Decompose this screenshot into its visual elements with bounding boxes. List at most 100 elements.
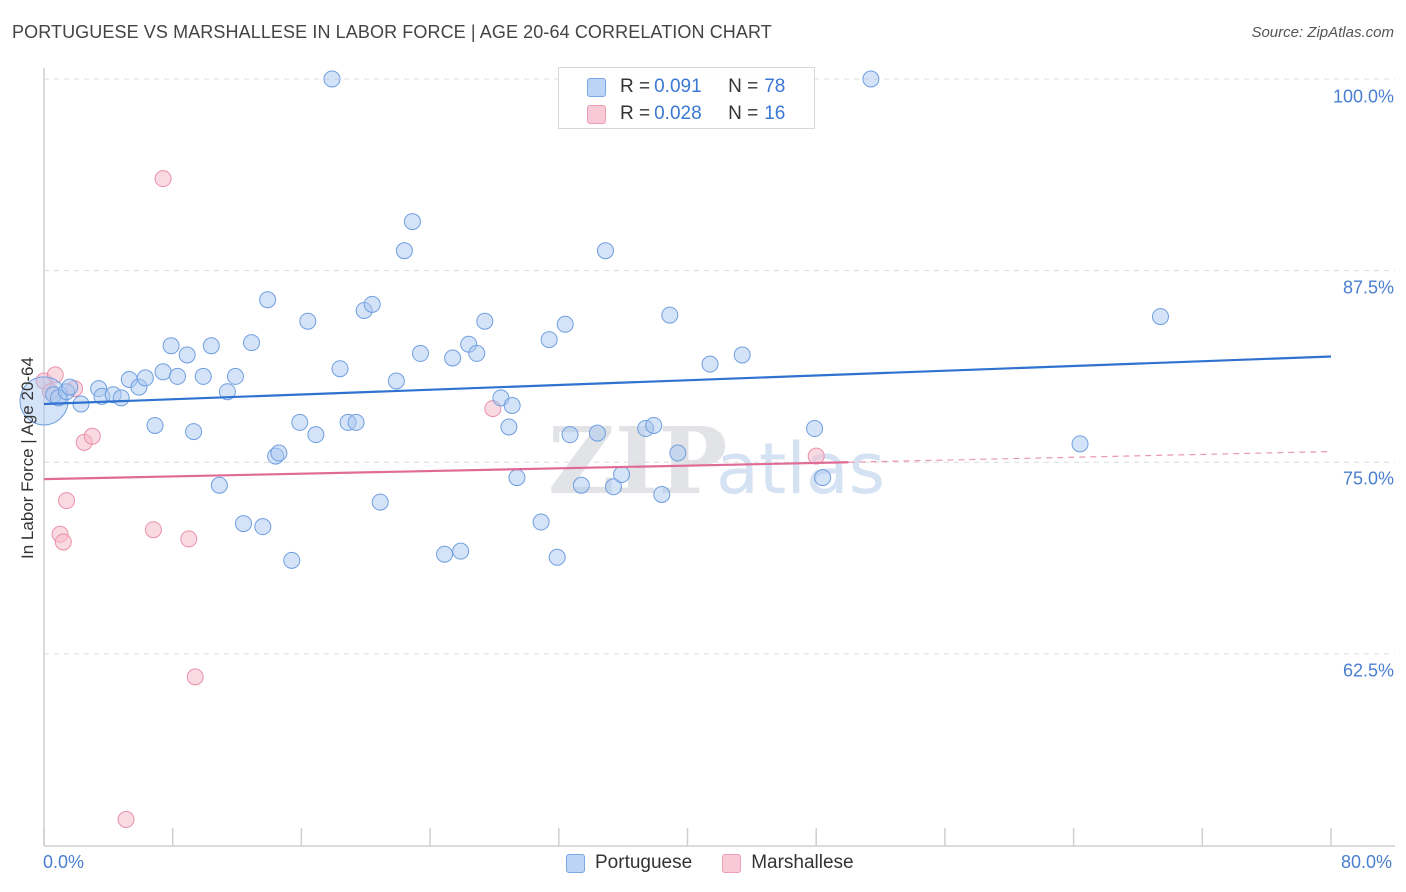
grid-lines [44, 78, 1395, 655]
legend-row-portuguese: R = 0.091 N = 78 [587, 75, 785, 99]
marshallese-point [144, 521, 162, 539]
portuguese-point [669, 444, 687, 462]
portuguese-point [806, 420, 824, 438]
portuguese-point [185, 423, 203, 441]
correlation-legend: R = 0.091 N = 78 R = 0.028 N = 16 [558, 67, 815, 129]
n-value: 78 [764, 76, 786, 97]
portuguese-point [178, 346, 196, 364]
portuguese-point [210, 476, 228, 494]
series-legend: Portuguese Marshallese [566, 852, 884, 874]
watermark-atlas: atlas [716, 428, 885, 510]
portuguese-point [291, 413, 309, 431]
portuguese-point [72, 395, 90, 413]
marshallese-point [807, 447, 825, 465]
portuguese-point [395, 242, 413, 260]
source-credit: Source: ZipAtlas.com [1251, 24, 1394, 41]
portuguese-point [733, 346, 751, 364]
marshallese-point [117, 810, 135, 828]
portuguese-point [61, 378, 79, 396]
marshallese-point [186, 668, 204, 686]
portuguese-point [540, 331, 558, 349]
marshallese-trend-line [43, 461, 849, 481]
portuguese-point [154, 363, 172, 381]
legend-item-portuguese: Portuguese [566, 852, 692, 874]
marshallese-swatch [587, 104, 606, 124]
portuguese-points [19, 70, 1169, 569]
legend-row-marshallese: R = 0.028 N = 16 [587, 102, 785, 126]
portuguese-point [452, 542, 470, 560]
portuguese-point [299, 312, 317, 330]
marshallese-point [154, 170, 172, 188]
r-label: R = [620, 103, 651, 124]
portuguese-point [347, 413, 365, 431]
portuguese-point [653, 485, 671, 503]
portuguese-point [444, 349, 462, 367]
portuguese-point [1071, 435, 1089, 453]
n-label: N = [728, 103, 759, 124]
portuguese-point [403, 213, 421, 231]
portuguese-point [323, 70, 341, 88]
portuguese-point [500, 418, 518, 436]
portuguese-point [604, 478, 622, 496]
portuguese-point [371, 493, 389, 511]
portuguese-point [476, 312, 494, 330]
r-value: 0.028 [654, 103, 702, 124]
portuguese-point [226, 367, 244, 385]
n-label: N = [728, 76, 759, 97]
n-value: 16 [764, 103, 786, 124]
portuguese-trend-line [43, 355, 1332, 406]
portuguese-point [645, 416, 663, 434]
y-tick-label: 75.0% [1342, 468, 1394, 489]
portuguese-point [169, 367, 187, 385]
portuguese-point [814, 469, 832, 487]
r-value: 0.091 [654, 76, 702, 97]
portuguese-point [596, 242, 614, 260]
marshallese-point [180, 530, 198, 548]
portuguese-point [331, 360, 349, 378]
portuguese-point [387, 372, 405, 390]
chart-title: PORTUGUESE VS MARSHALLESE IN LABOR FORCE… [12, 22, 772, 42]
axes [43, 68, 1395, 847]
portuguese-point [136, 369, 154, 387]
marshallese-point [54, 533, 72, 551]
portuguese-point [194, 367, 212, 385]
marshallese-swatch [722, 853, 742, 873]
portuguese-point [1151, 308, 1169, 326]
x-tick-label-min: 0.0% [43, 852, 85, 872]
legend-label-portuguese: Portuguese [595, 852, 693, 873]
portuguese-point [146, 416, 164, 434]
portuguese-point [162, 337, 180, 355]
portuguese-point [283, 551, 301, 569]
portuguese-point [661, 306, 679, 324]
y-tick-label: 100.0% [1332, 86, 1394, 107]
x-tick-label-max: 80.0% [1340, 852, 1392, 872]
portuguese-point [572, 476, 590, 494]
portuguese-point [508, 469, 526, 487]
portuguese-point [259, 291, 277, 309]
portuguese-point [561, 426, 579, 444]
portuguese-point [234, 515, 252, 533]
portuguese-point [436, 545, 454, 563]
marshallese-point [83, 427, 101, 445]
y-tick-label: 62.5% [1342, 660, 1394, 681]
portuguese-point [701, 355, 719, 373]
portuguese-swatch [587, 77, 606, 97]
portuguese-point [363, 295, 381, 313]
portuguese-point [202, 337, 220, 355]
watermark-zip: ZIP [548, 407, 727, 515]
r-label: R = [620, 76, 651, 97]
y-axis-label: In Labor Force | Age 20-64 [18, 357, 37, 559]
portuguese-point [532, 513, 550, 531]
portuguese-point [468, 344, 486, 362]
marshallese-trend-extension [848, 450, 1332, 463]
y-tick-label: 87.5% [1342, 277, 1394, 298]
portuguese-point [862, 70, 880, 88]
portuguese-point [307, 426, 325, 444]
portuguese-point [613, 466, 631, 484]
portuguese-point [218, 383, 236, 401]
portuguese-point [411, 344, 429, 362]
portuguese-point [243, 334, 261, 352]
portuguese-swatch [566, 853, 585, 873]
portuguese-point [270, 444, 288, 462]
